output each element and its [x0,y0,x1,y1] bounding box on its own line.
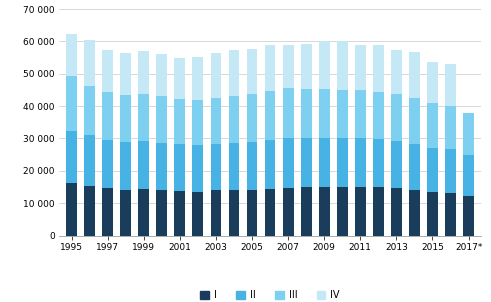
Bar [246,49,257,94]
Bar [174,58,185,99]
Bar [102,140,113,188]
Bar [391,94,402,141]
Bar [445,193,456,236]
Bar [120,142,131,190]
Bar [156,190,167,236]
Bar [228,96,240,143]
Bar [84,186,95,236]
Bar [283,45,294,88]
Bar [174,99,185,144]
Bar [228,190,240,236]
Bar [84,135,95,186]
Bar [192,191,203,236]
Bar [427,148,438,192]
Bar [265,91,275,140]
Bar [463,113,474,155]
Bar [427,63,438,103]
Bar [192,57,203,100]
Bar [445,149,456,193]
Bar [246,142,257,190]
Bar [300,89,312,138]
Bar [337,187,348,236]
Bar [156,143,167,190]
Bar [211,53,221,98]
Bar [391,50,402,94]
Bar [409,98,420,144]
Bar [283,188,294,236]
Bar [138,51,149,94]
Bar [409,190,420,236]
Bar [174,144,185,191]
Bar [445,64,456,106]
Bar [409,144,420,190]
Bar [102,50,113,92]
Bar [355,45,366,90]
Bar [319,89,329,137]
Bar [228,50,240,96]
Bar [445,106,456,149]
Bar [66,131,77,183]
Bar [283,139,294,188]
Bar [174,191,185,236]
Bar [192,100,203,145]
Bar [265,140,275,189]
Bar [228,143,240,190]
Bar [463,196,474,236]
Bar [120,95,131,142]
Bar [337,138,348,187]
Bar [355,139,366,187]
Bar [319,187,329,236]
Bar [427,103,438,148]
Legend: I, II, III, IV: I, II, III, IV [197,287,343,302]
Bar [319,41,329,89]
Bar [192,145,203,191]
Bar [265,189,275,236]
Bar [156,96,167,143]
Bar [409,52,420,98]
Bar [463,155,474,196]
Bar [355,187,366,236]
Bar [373,92,384,139]
Bar [211,98,221,144]
Bar [84,40,95,86]
Bar [138,189,149,236]
Bar [337,90,348,138]
Bar [84,86,95,135]
Bar [391,188,402,236]
Bar [120,53,131,95]
Bar [211,190,221,236]
Bar [373,187,384,236]
Bar [246,190,257,236]
Bar [138,141,149,189]
Bar [138,94,149,141]
Bar [427,192,438,236]
Bar [337,41,348,90]
Bar [211,144,221,190]
Bar [300,44,312,89]
Bar [355,90,366,139]
Bar [102,92,113,140]
Bar [120,190,131,236]
Bar [66,183,77,236]
Bar [300,138,312,187]
Bar [156,54,167,96]
Bar [319,137,329,187]
Bar [283,88,294,139]
Bar [246,94,257,142]
Bar [66,34,77,76]
Bar [391,141,402,188]
Bar [373,139,384,187]
Bar [373,45,384,92]
Bar [66,76,77,131]
Bar [265,45,275,91]
Bar [102,188,113,236]
Bar [300,187,312,236]
